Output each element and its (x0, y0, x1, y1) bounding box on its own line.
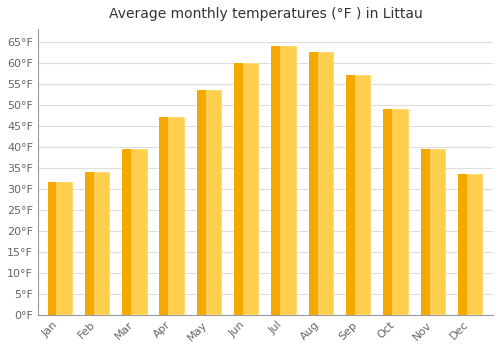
Bar (234, 63, 243, 315)
Bar (384, 109, 408, 315)
Bar (346, 75, 355, 315)
Bar (122, 149, 148, 315)
Bar (85, 172, 110, 315)
Bar (197, 90, 222, 315)
Bar (384, 109, 392, 315)
Bar (458, 174, 467, 315)
Bar (420, 149, 430, 315)
Bar (458, 174, 483, 315)
Bar (272, 46, 280, 315)
Bar (48, 182, 73, 315)
Bar (160, 117, 168, 315)
Bar (234, 63, 260, 315)
Title: Average monthly temperatures (°F ) in Littau: Average monthly temperatures (°F ) in Li… (108, 7, 422, 21)
Bar (160, 117, 185, 315)
Bar (197, 90, 205, 315)
Bar (122, 149, 131, 315)
Bar (308, 52, 318, 315)
Bar (346, 75, 372, 315)
Bar (420, 149, 446, 315)
Bar (272, 46, 297, 315)
Bar (308, 52, 334, 315)
Bar (85, 172, 94, 315)
Bar (48, 182, 56, 315)
